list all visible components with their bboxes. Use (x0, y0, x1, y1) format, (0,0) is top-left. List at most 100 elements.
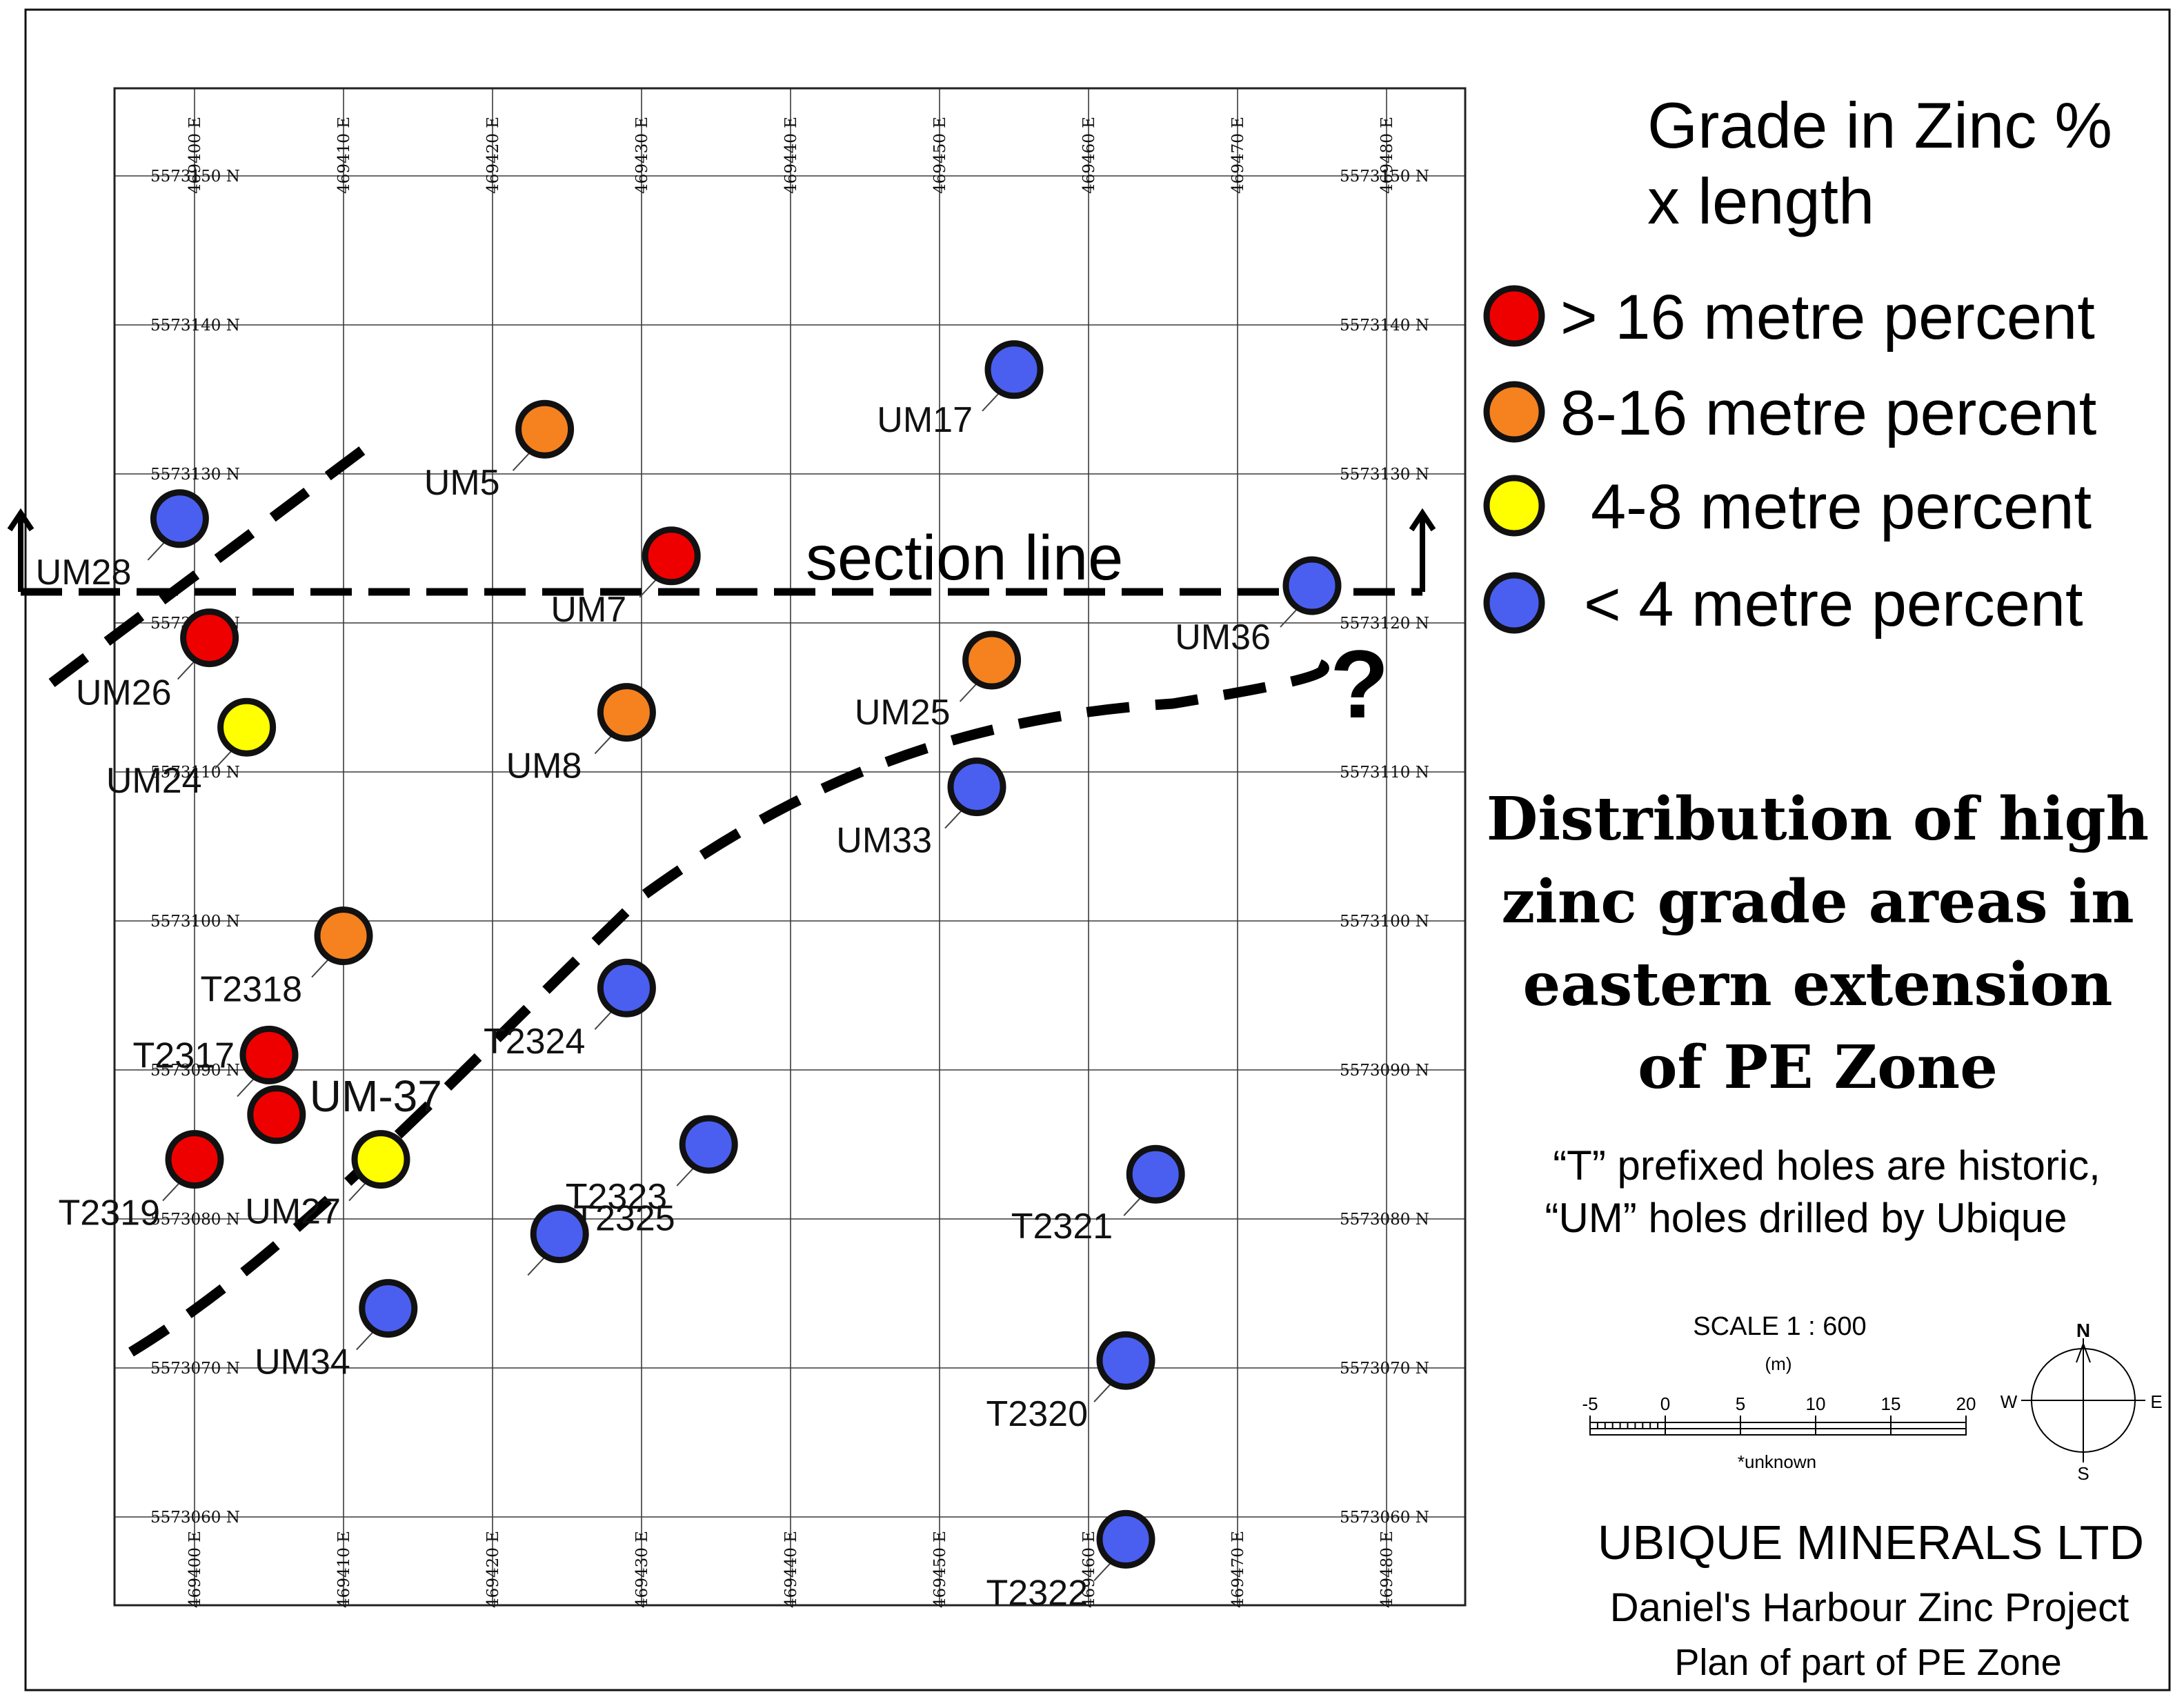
hole-marker (679, 1115, 738, 1174)
map-border (113, 87, 1467, 1607)
note-line-2: “UM” holes drilled by Ubique (1545, 1195, 2067, 1241)
scale-tick-label: 5 (1736, 1393, 1745, 1414)
company-block: UBIQUE MINERALS LTD Daniel's Harbour Zin… (1598, 1516, 2144, 1683)
hole-label: T2320 (986, 1394, 1088, 1434)
section-line-label: section line (806, 523, 1123, 593)
northing-label-left: 5573150 N (150, 168, 240, 186)
northing-label-left: 5573110 N (150, 764, 240, 782)
drill-hole-um24: UM24 (106, 697, 277, 801)
easting-label-bottom: 469400 E (186, 1531, 204, 1608)
easting-label-top: 469400 E (186, 117, 204, 194)
northing-label-right: 5573090 N (1340, 1062, 1429, 1080)
hole-label: UM26 (76, 673, 172, 713)
legend-item-over-16: > 16 metre percent (1483, 282, 2095, 353)
scale-tick-label: -5 (1582, 1393, 1598, 1414)
easting-label-top: 469440 E (782, 117, 800, 194)
map-title: Distribution of high zinc grade areas in… (1487, 784, 2149, 1241)
hole-label: T2325 (573, 1199, 675, 1239)
scale-ticks: -5 0 5 10 15 20 (1582, 1393, 1976, 1436)
northing-label-right: 5573130 N (1340, 466, 1429, 484)
scale-note: *unknown (1738, 1451, 1816, 1472)
compass-north: N (2076, 1320, 2090, 1341)
legend-swatch (1483, 285, 1545, 347)
hole-label: T2324 (484, 1022, 585, 1062)
northing-label-right: 5573080 N (1340, 1211, 1429, 1229)
easting-label-bottom: 469440 E (782, 1531, 800, 1608)
drill-hole-um7: UM7 (550, 526, 701, 630)
hole-marker (597, 958, 656, 1018)
drill-hole-um34: UM34 (255, 1279, 418, 1382)
hole-marker (530, 1204, 589, 1264)
easting-label-bottom: 469410 E (335, 1531, 353, 1608)
compass-south: S (2077, 1463, 2089, 1484)
legend-title-line-2: x length (1647, 165, 1874, 237)
drill-holes: UM28 UM26 UM24 UM5 UM7 UM8 UM17 UM25 UM36 UM33 T23… (36, 340, 1342, 1613)
northing-label-left: 5573100 N (150, 913, 240, 931)
easting-label-top: 469470 E (1229, 117, 1247, 194)
legend-swatch (1483, 475, 1545, 537)
drill-hole-t2324: T2324 (484, 958, 656, 1062)
legend-label: > 16 metre percent (1560, 282, 2095, 353)
drill-hole-t2318: T2318 (201, 906, 373, 1010)
scale-tick-label: 0 (1660, 1393, 1670, 1414)
easting-label-bottom: 469420 E (484, 1531, 502, 1608)
northing-label-left: 5573130 N (150, 466, 240, 484)
hole-label: T2321 (1011, 1207, 1113, 1247)
easting-label-bottom: 469430 E (633, 1531, 651, 1608)
compass-east: E (2150, 1391, 2162, 1412)
title-line-1: Distribution of high (1487, 784, 2149, 854)
scale-tick-label: 15 (1881, 1393, 1901, 1414)
easting-label-top: 469460 E (1080, 117, 1098, 194)
easting-label-top: 469410 E (335, 117, 353, 194)
legend-swatch (1483, 381, 1545, 443)
compass-west: W (2001, 1391, 2018, 1412)
drill-hole-um17: UM17 (877, 340, 1044, 440)
drill-hole-um8: UM8 (506, 683, 656, 786)
legend-label: 4-8 metre percent (1591, 472, 2092, 542)
drill-hole-t2323: T2323 (566, 1115, 738, 1217)
hole-marker (150, 489, 209, 548)
hole-label: UM33 (836, 821, 932, 861)
hole-marker (1096, 1331, 1155, 1390)
hole-label: UM34 (255, 1342, 350, 1382)
hole-marker (1282, 556, 1342, 615)
hole-marker (247, 1085, 306, 1144)
hole-marker (217, 697, 277, 757)
hole-label: UM5 (424, 463, 500, 503)
plan-name: Plan of part of PE Zone (1674, 1642, 2061, 1683)
hole-label: UM25 (855, 693, 951, 733)
northing-label-right: 5573070 N (1340, 1360, 1429, 1378)
scale-label: SCALE 1 : 600 (1693, 1312, 1866, 1341)
hole-marker (314, 906, 373, 966)
easting-label-bottom: 469470 E (1229, 1531, 1247, 1608)
grid-coordinate-labels: 469400 E 469400 E 469410 E 469410 E 469420 E… (150, 117, 1429, 1608)
hole-label: UM36 (1175, 617, 1271, 657)
north-arrow-icon: N W E S (2001, 1320, 2163, 1484)
hole-marker (165, 1130, 224, 1189)
hole-label: T2317 (133, 1035, 235, 1075)
lower-zone-boundary (128, 657, 1329, 1357)
company-name: UBIQUE MINERALS LTD (1598, 1516, 2144, 1569)
hole-label: UM24 (106, 761, 202, 801)
northing-label-right: 5573150 N (1340, 168, 1429, 186)
hole-marker (1126, 1144, 1185, 1204)
drill-hole-t2319: T2319 (59, 1130, 224, 1233)
question-mark: ? (1330, 630, 1389, 738)
easting-label-bottom: 469480 E (1378, 1531, 1396, 1608)
easting-label-top: 469480 E (1378, 117, 1396, 194)
northing-label-left: 5573060 N (150, 1509, 240, 1527)
legend-label: < 4 metre percent (1584, 569, 2083, 639)
scale-unit: (m) (1765, 1353, 1792, 1374)
easting-label-top: 469430 E (633, 117, 651, 194)
hole-label: T2319 (59, 1193, 160, 1233)
scale-tick-label: 20 (1956, 1393, 1976, 1414)
drill-hole-um25: UM25 (855, 631, 1022, 733)
legend-item-8-to-16: 8-16 metre percent (1483, 378, 2096, 448)
northing-label-left: 5573140 N (150, 317, 240, 335)
legend-title-line-1: Grade in Zinc % (1647, 89, 2112, 161)
hole-label: UM17 (877, 400, 973, 440)
drill-hole-t2321: T2321 (1011, 1144, 1185, 1247)
northing-label-right: 5573120 N (1340, 615, 1429, 633)
legend-swatch (1483, 572, 1545, 634)
